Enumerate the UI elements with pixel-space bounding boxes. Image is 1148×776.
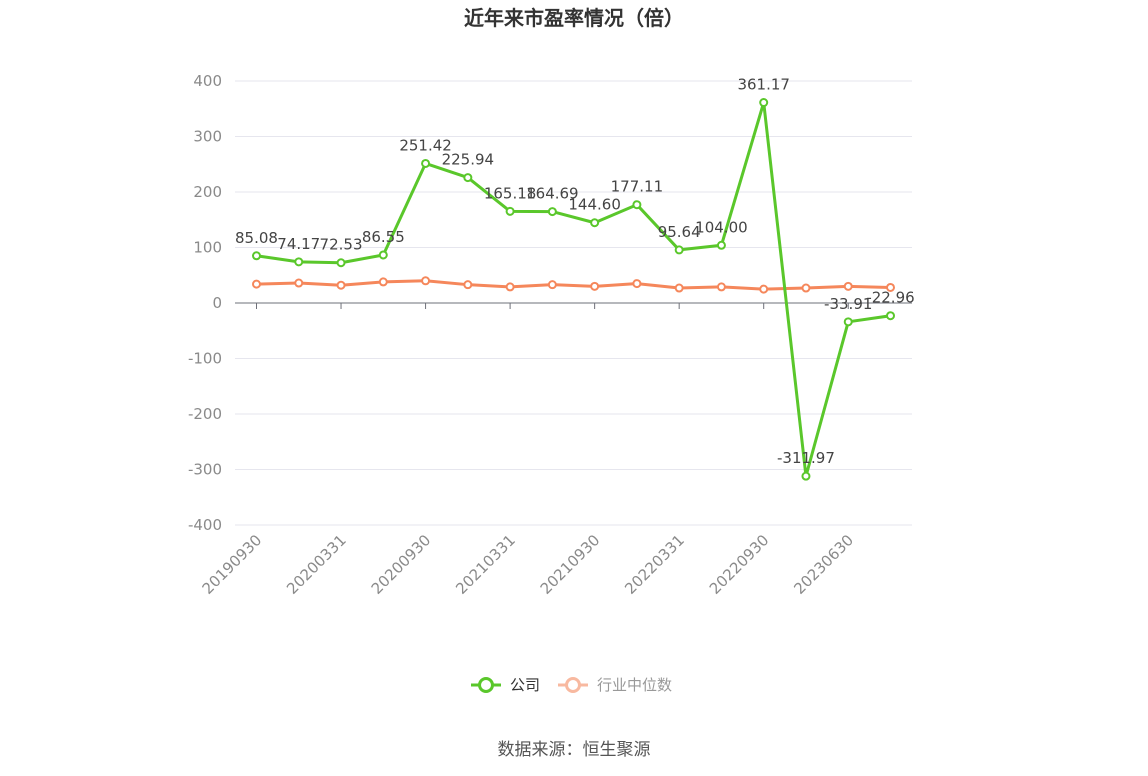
series-line-1 (256, 279, 891, 291)
y-tick-label: 400 (193, 72, 222, 90)
legend-label: 行业中位数 (597, 676, 672, 694)
data-point[interactable] (674, 283, 684, 293)
legend-item-1[interactable]: 行业中位数 (558, 676, 672, 694)
data-point[interactable] (336, 258, 346, 268)
x-tick-label: 20200930 (368, 531, 435, 598)
data-point[interactable] (886, 282, 895, 292)
data-point[interactable] (716, 240, 726, 250)
data-point[interactable] (590, 281, 600, 291)
data-point[interactable] (505, 282, 515, 292)
data-point[interactable] (252, 251, 261, 261)
data-label: 86.55 (362, 228, 405, 246)
data-point[interactable] (632, 200, 642, 210)
data-point[interactable] (421, 276, 431, 286)
data-point[interactable] (336, 280, 346, 290)
data-point[interactable] (378, 250, 388, 260)
y-tick-label: -100 (188, 350, 222, 368)
x-tick-label: 20210331 (452, 531, 519, 598)
series-line-0 (256, 101, 891, 478)
data-label: 144.60 (568, 196, 621, 214)
data-point[interactable] (590, 218, 600, 228)
x-tick-label: 20210930 (537, 531, 604, 598)
legend-label: 公司 (510, 676, 540, 694)
data-label: -311.97 (777, 449, 835, 467)
y-tick-label: -300 (188, 461, 222, 479)
series-layer (252, 98, 895, 481)
data-point[interactable] (378, 277, 388, 287)
data-point[interactable] (505, 206, 515, 216)
x-tick-label: 20190930 (199, 531, 266, 598)
data-point[interactable] (716, 282, 726, 292)
legend[interactable]: 公司 行业中位数 (471, 676, 672, 694)
x-tick-label: 20220331 (621, 531, 688, 598)
data-label: 85.08 (235, 229, 278, 247)
data-label: 74.17 (277, 235, 320, 253)
x-tick-label: 20230630 (790, 531, 857, 598)
data-point[interactable] (759, 284, 769, 294)
data-point[interactable] (632, 279, 642, 289)
data-point[interactable] (547, 207, 557, 217)
data-point[interactable] (674, 245, 684, 255)
data-label: 251.42 (399, 136, 452, 154)
data-point[interactable] (759, 98, 769, 108)
data-label: -33.91 (824, 295, 872, 313)
data-point[interactable] (843, 281, 853, 291)
data-point[interactable] (421, 158, 431, 168)
data-label: 225.94 (442, 151, 495, 169)
data-point[interactable] (294, 278, 304, 288)
legend-item-0[interactable]: 公司 (471, 676, 540, 694)
data-label: 95.64 (658, 223, 701, 241)
y-tick-label: -200 (188, 405, 222, 423)
y-tick-label: 200 (193, 183, 222, 201)
data-label: 164.69 (526, 185, 579, 203)
data-label: 177.11 (611, 178, 664, 196)
data-label: -22.96 (866, 289, 914, 307)
legend-marker (478, 677, 494, 693)
y-tick-label: -400 (188, 516, 222, 534)
y-tick-label: 100 (193, 239, 222, 257)
y-axis: 400 300 200 100 0 -100 -200 -300 -400 (188, 72, 222, 534)
data-point[interactable] (463, 280, 473, 290)
y-tick-label: 0 (212, 294, 222, 312)
legend-marker (565, 677, 581, 693)
x-tick-label: 20200331 (283, 531, 350, 598)
data-point[interactable] (801, 283, 811, 293)
data-label: 72.53 (320, 236, 363, 254)
data-point[interactable] (801, 471, 811, 481)
data-label: 165.18 (484, 184, 537, 202)
data-point[interactable] (294, 257, 304, 267)
data-point[interactable] (463, 173, 473, 183)
chart-title: 近年来市盈率情况（倍） (464, 6, 684, 30)
data-point[interactable] (547, 280, 557, 290)
x-tick-label: 20220930 (706, 531, 773, 598)
source-note: 数据来源：恒生聚源 (498, 740, 651, 760)
data-point[interactable] (252, 279, 261, 289)
data-point[interactable] (886, 311, 895, 321)
data-label: 361.17 (737, 76, 790, 94)
y-tick-label: 300 (193, 128, 222, 146)
data-label: 104.00 (695, 218, 748, 236)
data-point[interactable] (843, 317, 853, 327)
